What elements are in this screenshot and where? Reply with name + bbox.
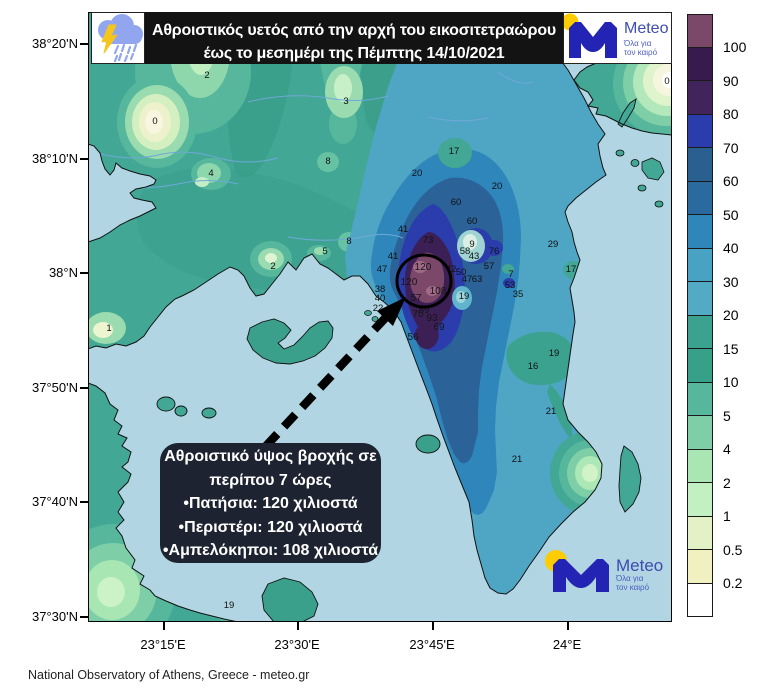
svg-text:Όλα για: Όλα για: [623, 39, 652, 48]
svg-text:22: 22: [373, 303, 384, 314]
svg-text:69: 69: [433, 322, 445, 333]
svg-text:120: 120: [415, 262, 432, 273]
svg-text:43: 43: [469, 251, 480, 262]
svg-text:20: 20: [412, 168, 423, 179]
svg-text:29: 29: [548, 239, 559, 250]
svg-text:20: 20: [492, 181, 503, 192]
svg-text:120: 120: [401, 277, 418, 288]
svg-text:50: 50: [456, 267, 467, 278]
svg-text:59: 59: [418, 305, 430, 316]
svg-text:17: 17: [566, 264, 577, 275]
svg-text:38: 38: [375, 284, 386, 295]
svg-text:Meteo: Meteo: [624, 20, 669, 37]
svg-text:7: 7: [508, 269, 513, 280]
svg-text:16: 16: [528, 361, 539, 372]
svg-text:9: 9: [469, 239, 474, 250]
svg-text:35: 35: [513, 289, 524, 300]
svg-text:0: 0: [152, 116, 157, 127]
svg-text:19: 19: [224, 600, 235, 611]
svg-text:17: 17: [449, 146, 460, 157]
svg-text:8: 8: [325, 156, 330, 167]
svg-text:73: 73: [423, 235, 434, 246]
svg-text:57: 57: [484, 261, 495, 272]
svg-text:Meteo: Meteo: [616, 556, 663, 575]
svg-text:5: 5: [322, 246, 327, 257]
svg-text:47: 47: [462, 274, 473, 285]
svg-text:47: 47: [377, 264, 388, 275]
svg-text:19: 19: [459, 291, 470, 302]
svg-text:3: 3: [343, 96, 348, 107]
svg-text:Όλα για: Όλα για: [615, 574, 644, 583]
svg-text:40: 40: [375, 293, 386, 304]
svg-text:41: 41: [388, 251, 399, 262]
svg-text:60: 60: [467, 216, 478, 227]
svg-text:2: 2: [270, 261, 275, 272]
svg-text:93: 93: [426, 313, 438, 324]
svg-text:72: 72: [446, 264, 457, 275]
svg-text:53: 53: [505, 280, 516, 291]
svg-text:8: 8: [346, 236, 351, 247]
svg-text:60: 60: [451, 197, 462, 208]
svg-text:58: 58: [460, 246, 471, 257]
svg-text:76: 76: [489, 246, 500, 257]
svg-text:0: 0: [664, 76, 669, 87]
svg-text:70: 70: [412, 309, 424, 320]
svg-text:4: 4: [208, 168, 213, 179]
svg-text:21: 21: [546, 406, 557, 417]
svg-text:τον καιρό: τον καιρό: [624, 48, 658, 57]
svg-text:57: 57: [410, 293, 422, 304]
svg-text:19: 19: [549, 348, 560, 359]
svg-text:2: 2: [204, 70, 209, 81]
svg-text:τον καιρό: τον καιρό: [616, 583, 650, 592]
svg-text:21: 21: [512, 454, 523, 465]
svg-text:63: 63: [472, 274, 483, 285]
svg-text:108: 108: [430, 286, 447, 297]
svg-text:56: 56: [407, 332, 419, 343]
svg-text:1: 1: [106, 323, 111, 334]
svg-text:41: 41: [398, 224, 409, 235]
